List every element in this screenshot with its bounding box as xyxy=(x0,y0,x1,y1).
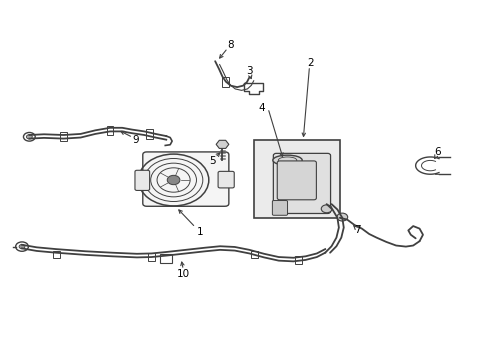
Bar xyxy=(254,140,339,218)
Text: 4: 4 xyxy=(258,103,264,113)
Bar xyxy=(60,132,67,141)
Bar xyxy=(222,77,229,87)
Circle shape xyxy=(336,213,347,221)
Circle shape xyxy=(167,175,180,185)
Text: 7: 7 xyxy=(353,225,360,235)
Bar xyxy=(145,129,152,139)
Text: 9: 9 xyxy=(132,135,139,145)
FancyBboxPatch shape xyxy=(273,153,330,213)
Bar xyxy=(53,251,60,258)
Bar xyxy=(160,254,172,263)
FancyBboxPatch shape xyxy=(135,170,149,190)
Bar xyxy=(294,256,301,264)
Bar xyxy=(148,253,155,261)
Text: 10: 10 xyxy=(177,269,189,279)
Bar xyxy=(250,251,257,258)
Circle shape xyxy=(19,244,25,249)
Circle shape xyxy=(26,135,32,139)
FancyBboxPatch shape xyxy=(218,171,234,188)
FancyBboxPatch shape xyxy=(277,161,316,200)
Bar xyxy=(106,126,113,135)
Text: 5: 5 xyxy=(209,156,216,166)
Text: 2: 2 xyxy=(307,58,314,68)
Text: 8: 8 xyxy=(227,40,234,50)
Ellipse shape xyxy=(272,155,302,165)
FancyBboxPatch shape xyxy=(272,201,287,215)
FancyBboxPatch shape xyxy=(142,152,228,206)
Circle shape xyxy=(321,205,331,213)
Text: 1: 1 xyxy=(197,227,203,237)
Text: 6: 6 xyxy=(433,147,440,157)
Text: 3: 3 xyxy=(245,66,252,76)
